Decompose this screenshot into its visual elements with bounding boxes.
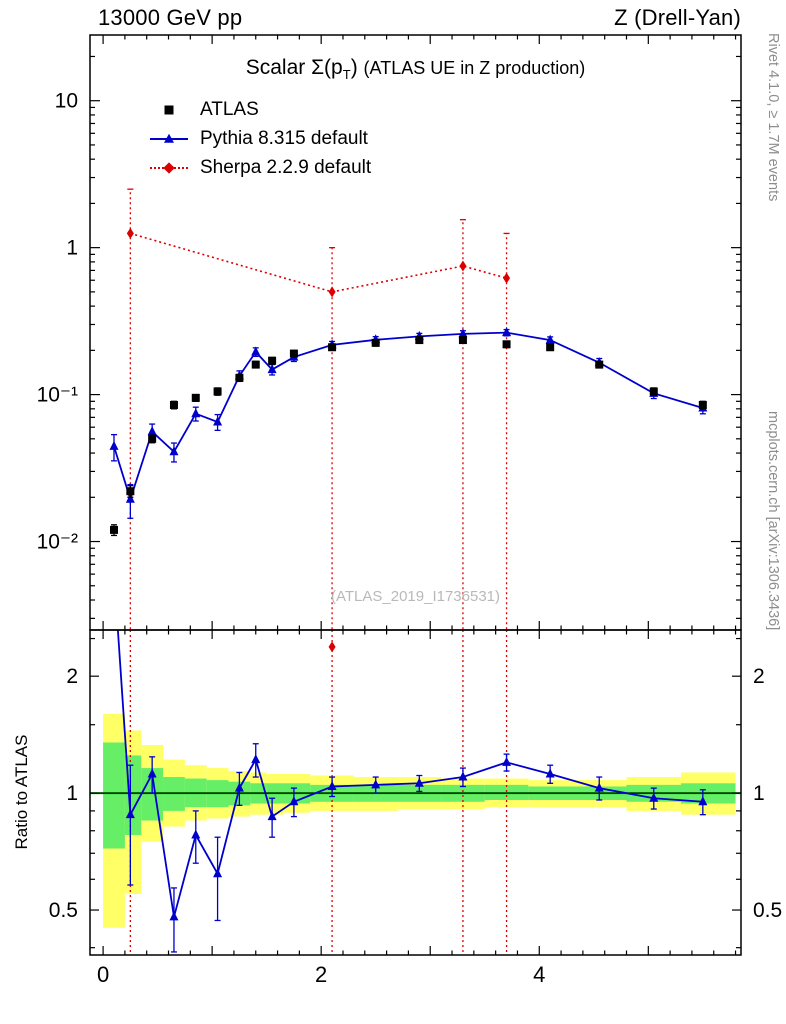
plot-title: Scalar Σ(pT) (ATLAS UE in Z production) [90, 56, 741, 82]
pythia-marker-icon [150, 130, 188, 148]
legend-label-pythia: Pythia 8.315 default [200, 128, 368, 149]
plot-title-close: ) [350, 56, 358, 79]
legend-label-sherpa: Sherpa 2.2.9 default [200, 157, 372, 178]
legend-item-atlas: ATLAS [150, 99, 371, 120]
svg-text:4: 4 [533, 962, 545, 987]
svg-text:1: 1 [753, 782, 765, 805]
svg-text:2: 2 [753, 665, 765, 688]
legend: ATLAS Pythia 8.315 default Sherpa 2.2.9 … [150, 99, 372, 178]
svg-text:0: 0 [97, 962, 109, 987]
svg-text:2: 2 [315, 962, 327, 987]
svg-text:1: 1 [66, 237, 78, 260]
atlas-marker-icon [150, 101, 188, 119]
series-atlas-main [109, 336, 707, 537]
plot-title-sub: T [342, 67, 351, 83]
svg-text:0.5: 0.5 [49, 899, 78, 922]
legend-label-atlas: ATLAS [200, 99, 259, 120]
axes: 0 2 4 10 1 10⁻¹ 10⁻² 2 2 1 1 0.5 0.5 [37, 34, 782, 987]
svg-text:1: 1 [66, 782, 78, 805]
legend-item-pythia: Pythia 8.315 default [150, 128, 371, 149]
mcplots-reference-note: mcplots.cern.ch [arXiv:1306.3436] [765, 410, 781, 630]
svg-text:10⁻²: 10⁻² [37, 531, 78, 554]
series-pythia-main [109, 327, 708, 519]
analysis-id-watermark: (ATLAS_2019_I1736531) [330, 588, 500, 605]
ratio-panel-series [116, 630, 708, 955]
svg-text:2: 2 [66, 665, 78, 688]
series-sherpa-main [126, 188, 511, 630]
rivet-version-note: Rivet 4.1.0, ≥ 1.7M events [765, 33, 781, 202]
plot-title-note: (ATLAS UE in Z production) [363, 58, 586, 78]
svg-text:10⁻¹: 10⁻¹ [37, 384, 78, 407]
main-panel-series [109, 188, 708, 630]
ratio-axis-label: Ratio to ATLAS [12, 734, 31, 850]
sherpa-marker-icon [150, 159, 188, 177]
legend-item-sherpa: Sherpa 2.2.9 default [150, 157, 372, 178]
ratio-bands [90, 713, 741, 928]
process-label: Z (Drell-Yan) [614, 5, 741, 30]
svg-text:0.5: 0.5 [753, 899, 782, 922]
beam-energy-label: 13000 GeV pp [98, 5, 243, 30]
plot-title-main: Scalar Σ(p [245, 56, 343, 79]
svg-text:10: 10 [55, 90, 78, 113]
